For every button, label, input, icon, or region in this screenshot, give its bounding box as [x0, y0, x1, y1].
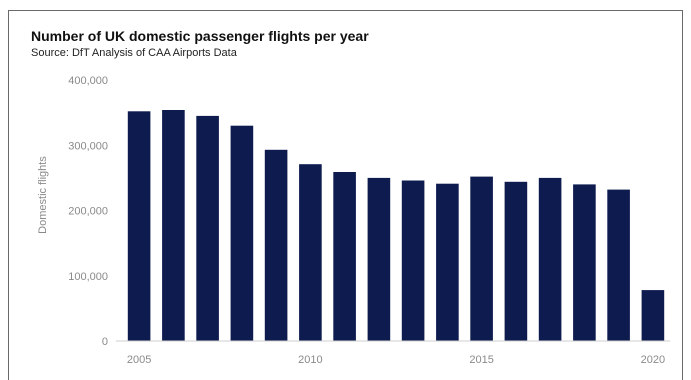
y-axis-ticks: 0 100,000 200,000 300,000 400,000: [68, 75, 108, 348]
bar-2020: [641, 290, 665, 341]
bar-2019: [607, 189, 630, 341]
bar-2005: [127, 111, 151, 341]
bar-2006: [162, 110, 185, 341]
x-axis-ticks: 2005 2010 2015 2020: [127, 354, 665, 366]
y-tick-label: 300,000: [68, 140, 108, 152]
y-tick-label: 0: [102, 336, 108, 348]
chart-subtitle: Source: DfT Analysis of CAA Airports Dat…: [31, 47, 237, 59]
bar-2014: [436, 183, 459, 341]
chart-frame: [8, 10, 683, 380]
bar-2008: [230, 125, 254, 341]
x-tick-label: 2020: [641, 354, 665, 366]
bar-2012: [367, 177, 391, 341]
y-tick-label: 100,000: [68, 271, 108, 283]
y-tick-label: 400,000: [68, 75, 108, 87]
bar-2007: [196, 115, 219, 342]
x-tick-label: 2015: [469, 354, 493, 366]
x-tick-label: 2005: [127, 354, 151, 366]
bar-2013: [401, 180, 425, 341]
chart-title: Number of UK domestic passenger flights …: [31, 28, 369, 44]
bars-group: [127, 110, 665, 342]
x-tick-label: 2010: [298, 354, 322, 366]
bar-2015: [470, 176, 493, 341]
y-tick-label: 200,000: [68, 206, 108, 218]
bar-2011: [333, 172, 356, 341]
bar-2010: [299, 164, 322, 341]
bar-2017: [538, 177, 562, 341]
y-axis-label: Domestic flights: [37, 156, 49, 234]
bar-2009: [264, 149, 288, 341]
bar-2018: [573, 184, 596, 341]
bar-2016: [504, 181, 528, 341]
